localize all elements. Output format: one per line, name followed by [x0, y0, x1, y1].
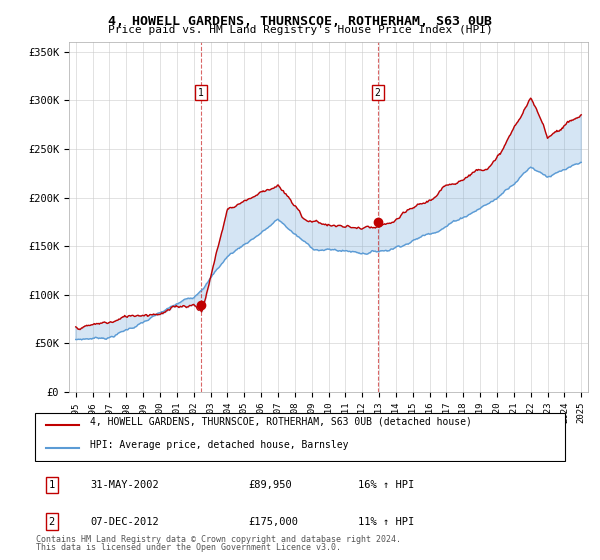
Text: HPI: Average price, detached house, Barnsley: HPI: Average price, detached house, Barn… — [90, 440, 349, 450]
Text: 16% ↑ HPI: 16% ↑ HPI — [358, 480, 414, 490]
Text: 2: 2 — [375, 87, 380, 97]
Text: 1: 1 — [198, 87, 204, 97]
Text: Price paid vs. HM Land Registry's House Price Index (HPI): Price paid vs. HM Land Registry's House … — [107, 25, 493, 35]
Text: 4, HOWELL GARDENS, THURNSCOE, ROTHERHAM, S63 0UB: 4, HOWELL GARDENS, THURNSCOE, ROTHERHAM,… — [108, 15, 492, 27]
Text: Contains HM Land Registry data © Crown copyright and database right 2024.: Contains HM Land Registry data © Crown c… — [36, 534, 401, 544]
FancyBboxPatch shape — [35, 413, 565, 461]
Text: 31-MAY-2002: 31-MAY-2002 — [90, 480, 159, 490]
Text: 1: 1 — [49, 480, 55, 490]
Text: 11% ↑ HPI: 11% ↑ HPI — [358, 516, 414, 526]
Text: 2: 2 — [49, 516, 55, 526]
Text: 07-DEC-2012: 07-DEC-2012 — [90, 516, 159, 526]
Text: 4, HOWELL GARDENS, THURNSCOE, ROTHERHAM, S63 0UB (detached house): 4, HOWELL GARDENS, THURNSCOE, ROTHERHAM,… — [90, 417, 472, 427]
Text: £89,950: £89,950 — [248, 480, 292, 490]
Text: This data is licensed under the Open Government Licence v3.0.: This data is licensed under the Open Gov… — [36, 543, 341, 552]
Text: £175,000: £175,000 — [248, 516, 298, 526]
